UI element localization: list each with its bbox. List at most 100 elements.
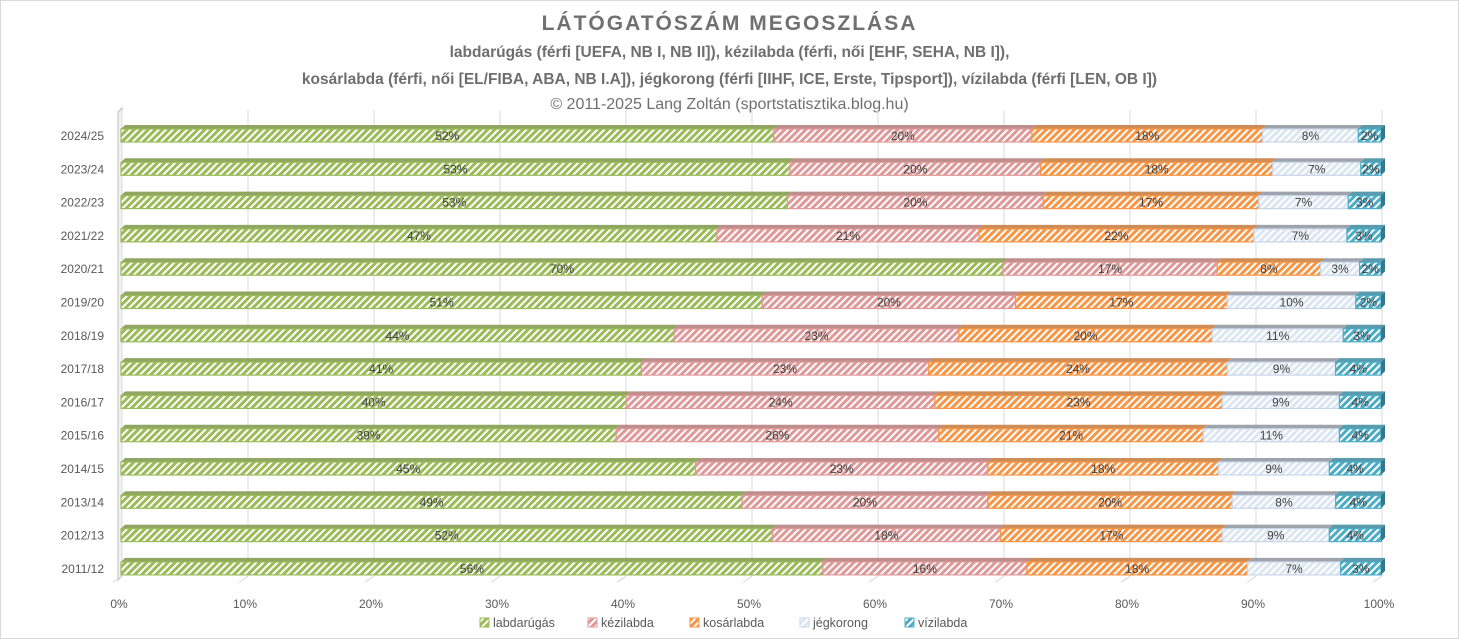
legend-item[interactable]: vízilabda [904, 616, 967, 630]
bar-segment [120, 391, 631, 409]
bar-end-face [1381, 358, 1385, 376]
bar-segment [1328, 458, 1385, 476]
data-label: 70% [550, 262, 574, 276]
legend-item[interactable]: labdarúgás [479, 616, 555, 630]
category-label: 2018/19 [61, 329, 105, 343]
legend-swatch [689, 617, 700, 628]
bar-segment [615, 424, 943, 443]
bar-top-face [616, 424, 943, 429]
bar-segment [786, 191, 1048, 210]
legend-label: labdarúgás [493, 616, 555, 630]
bar-top-face [1262, 125, 1363, 129]
data-label: 3% [1353, 329, 1371, 343]
bar-top-face [1003, 258, 1222, 263]
legend-swatch [904, 617, 915, 628]
data-label: 18% [1145, 162, 1169, 176]
x-tick-label: 80% [1115, 597, 1139, 611]
bar-top-face [1000, 524, 1227, 529]
bar-top-face [772, 524, 1005, 529]
x-tick-label: 40% [611, 597, 635, 611]
bar-top-face [121, 158, 795, 163]
bar-end-face [1381, 125, 1385, 142]
data-label: 18% [874, 529, 898, 543]
category-label: 2021/22 [61, 229, 105, 243]
bar-segment [1014, 291, 1232, 310]
bar-top-face [1222, 524, 1334, 529]
data-label: 53% [442, 196, 466, 210]
bar-top-face [987, 491, 1237, 496]
bar-top-face [1339, 424, 1385, 429]
bar-segment [120, 324, 679, 343]
data-label: 20% [891, 129, 915, 143]
bar-top-face [1217, 258, 1325, 263]
bar-segment [1231, 491, 1340, 509]
bar-top-face [987, 458, 1223, 462]
bar-segment [1042, 191, 1263, 210]
x-tick-label: 10% [233, 597, 257, 611]
data-label: 9% [1265, 462, 1283, 476]
bar-top-face [1272, 158, 1365, 163]
bar-top-face [773, 125, 1036, 129]
bar-segment [741, 491, 992, 509]
bar-top-face [1203, 424, 1344, 429]
bar-segment [1357, 125, 1385, 143]
floor-gridline [490, 575, 501, 583]
data-label: 2% [1362, 262, 1380, 276]
data-label: 39% [357, 429, 381, 443]
side-wall [117, 106, 123, 582]
data-label: 4% [1352, 395, 1370, 409]
data-label: 8% [1302, 129, 1320, 143]
legend-item[interactable]: jégkorong [799, 616, 868, 630]
data-label: 4% [1350, 362, 1368, 376]
category-label: 2023/24 [61, 162, 105, 176]
x-tick-label: 0% [110, 597, 128, 611]
chart-subtitle-line-2: kosárlabda (férfi, női [EL/FIBA, ABA, NB… [301, 71, 1158, 88]
bar-top-face [1340, 557, 1385, 562]
bar-top-face [1339, 391, 1385, 396]
category-label: 2013/14 [61, 495, 105, 509]
bar-segment [1338, 391, 1385, 409]
data-label: 23% [830, 462, 854, 476]
bar-top-face [121, 424, 621, 429]
data-label: 7% [1295, 196, 1313, 210]
data-label: 16% [913, 562, 937, 576]
bar-top-face [958, 324, 1217, 329]
bar-top-face [1335, 358, 1385, 363]
bar-segment [1217, 458, 1334, 476]
bar-top-face [121, 358, 646, 363]
legend-item[interactable]: kosárlabda [689, 616, 764, 630]
legend-item[interactable]: kézilabda [587, 616, 654, 630]
data-label: 2% [1361, 129, 1379, 143]
bar-segment [958, 324, 1217, 343]
value-axis: 0% 10% 20% 30% 40% 50% 60% 70% 80% 90% 100% [110, 597, 1394, 611]
bar-top-face [121, 324, 679, 329]
legend-label: vízilabda [918, 616, 967, 630]
bar-top-face [1222, 391, 1344, 396]
category-label: 2020/21 [61, 262, 105, 276]
data-label: 21% [836, 229, 860, 243]
bar-top-face [121, 524, 777, 529]
bar-top-face [1329, 458, 1385, 462]
bar-segment [1328, 524, 1385, 543]
bar-segment [978, 224, 1258, 243]
data-label: 18% [1091, 462, 1115, 476]
data-label: 4% [1346, 529, 1364, 543]
bar-top-face [641, 358, 933, 363]
data-label: 17% [1139, 196, 1163, 210]
floor-gridline [742, 575, 753, 583]
legend-label: kosárlabda [703, 616, 764, 630]
data-label: 18% [1125, 562, 1149, 576]
data-label: 24% [1066, 362, 1090, 376]
bar-top-face [1218, 458, 1334, 462]
bar-top-face [742, 491, 992, 496]
data-label: 44% [386, 329, 410, 343]
bar-segment [625, 391, 939, 409]
data-label: 4% [1350, 495, 1368, 509]
category-label: 2012/13 [61, 529, 105, 543]
bar-segment [1221, 524, 1334, 543]
bar-top-face [121, 491, 747, 496]
data-label: 52% [435, 129, 459, 143]
bar-top-face [762, 291, 1020, 296]
data-label: 47% [407, 229, 431, 243]
bar-end-face [1381, 391, 1385, 409]
